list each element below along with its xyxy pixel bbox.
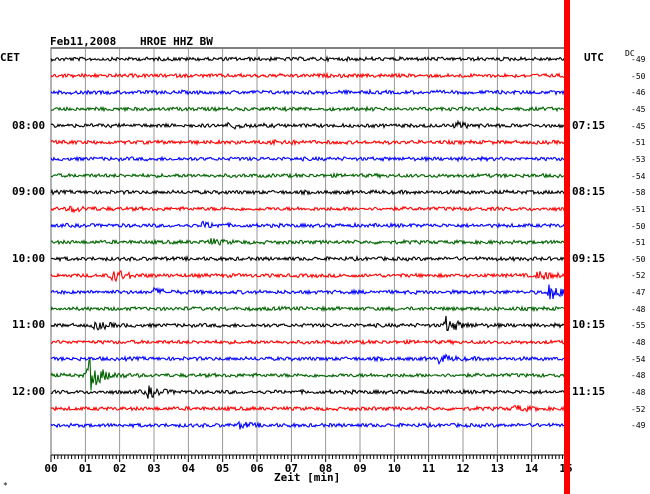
trace-row	[50, 254, 567, 263]
trace-row	[50, 404, 567, 413]
dc-offset-label: -51	[631, 138, 646, 148]
trace-row	[50, 358, 567, 391]
trace-row	[50, 205, 567, 214]
trace-row	[50, 305, 567, 313]
traces	[50, 55, 567, 430]
dc-offset-label: -51	[631, 204, 646, 214]
x-tick-label: 02	[113, 462, 126, 475]
trace-row	[50, 88, 567, 96]
right-time-label: 09:15	[572, 251, 606, 265]
trace-row	[50, 385, 567, 399]
left-time-label: 08:00	[12, 118, 46, 132]
dc-offset-label: -50	[631, 221, 646, 231]
x-tick-label: 09	[353, 462, 366, 475]
trace-row	[50, 105, 567, 113]
dc-label: DC	[625, 49, 635, 58]
trace-row	[50, 420, 567, 430]
x-tick-label: 00	[44, 462, 57, 475]
trace-row	[50, 338, 567, 346]
dc-offset-label: -55	[631, 321, 646, 331]
dc-offset-label: -48	[631, 388, 646, 397]
dc-offset-label: -53	[631, 154, 646, 164]
dc-offset-label: -51	[631, 238, 646, 248]
dc-offset-label: -52	[631, 271, 646, 281]
right-time-label: 08:15	[572, 185, 606, 199]
dc-offset-label: -50	[631, 254, 646, 264]
dc-offset-label: -54	[631, 354, 646, 364]
x-tick-label: 12	[456, 462, 469, 475]
trace-row	[50, 238, 567, 246]
left-timezone-label: CET	[0, 51, 20, 64]
x-tick-label: 07	[285, 462, 298, 475]
corner-mark: *	[3, 481, 8, 490]
dc-offset-label: -49	[631, 55, 646, 64]
x-tick-label: 03	[147, 462, 160, 475]
dc-offset-label: -48	[631, 304, 646, 314]
x-tick-label: 04	[182, 462, 196, 475]
dc-offset-label: -47	[631, 288, 646, 298]
station-label: HROE HHZ BW	[140, 35, 213, 48]
dc-offset-label: -58	[631, 188, 646, 198]
trace-row	[50, 220, 567, 229]
trace-row	[50, 284, 567, 300]
trace-row	[50, 55, 567, 63]
right-timezone-label: UTC	[584, 51, 604, 64]
trace-row	[50, 119, 567, 130]
left-time-label: 09:00	[12, 185, 46, 199]
trace-row	[50, 315, 567, 331]
trace-row	[50, 71, 567, 79]
right-time-label: 11:15	[572, 385, 606, 398]
dc-offset-label: -50	[631, 71, 646, 81]
x-tick-label: 14	[525, 462, 539, 475]
dc-offset-label: -45	[631, 121, 646, 131]
x-axis-label: Zeit [min]	[274, 471, 341, 484]
right-time-label: 07:15	[572, 118, 606, 132]
x-tick-label: 11	[422, 462, 436, 475]
left-time-label: 11:00	[12, 318, 46, 332]
date-label: Feb11,2008	[50, 35, 117, 48]
x-ticks: 00010203040506070809101112131415	[44, 455, 573, 475]
left-time-label: 10:00	[12, 251, 46, 265]
dc-offset-label: -49	[631, 421, 646, 431]
dc-offset-label: -52	[631, 404, 646, 414]
x-tick-label: 05	[216, 462, 229, 475]
dc-offset-label: -46	[631, 88, 646, 98]
dc-offset-label: -54	[631, 171, 646, 181]
trace-row	[50, 270, 567, 283]
x-tick-label: 08	[319, 462, 332, 475]
dc-offset-label: -45	[631, 104, 646, 114]
trace-row	[50, 171, 567, 180]
right-time-label: 10:15	[572, 318, 606, 332]
x-tick-label: 06	[250, 462, 264, 475]
left-time-label: 12:00	[12, 385, 46, 398]
dc-offset-label: -48	[631, 371, 646, 381]
trace-row	[50, 155, 567, 163]
trace-row	[50, 188, 567, 197]
trace-row	[50, 138, 567, 147]
trace-row	[50, 353, 567, 366]
x-tick-label: 13	[491, 462, 504, 475]
x-tick-label: 10	[388, 462, 401, 475]
dc-offset-label: -48	[631, 338, 646, 348]
x-tick-label: 01	[79, 462, 93, 475]
